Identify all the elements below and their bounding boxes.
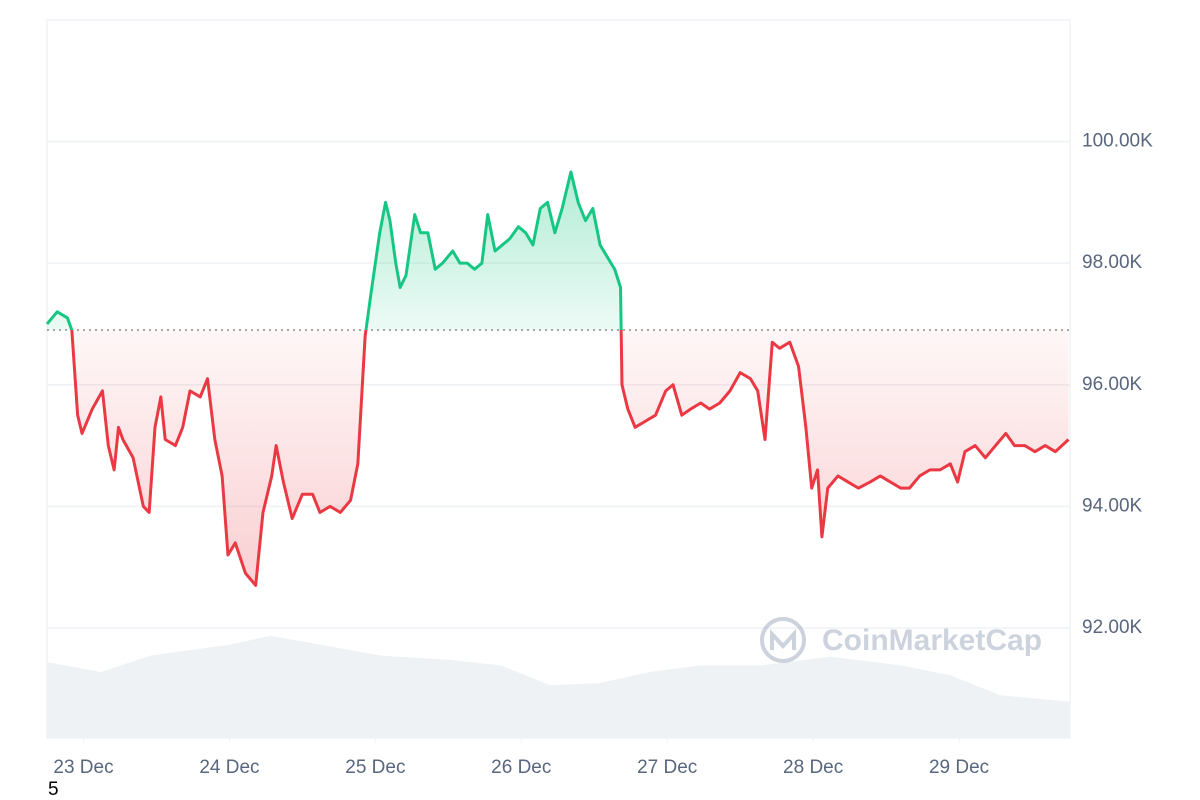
y-tick-label: 92.00K [1082,617,1143,638]
x-tick-label: 28 Dec [783,757,843,778]
price-area [47,171,1069,586]
watermark-text: CoinMarketCap [822,624,1042,657]
watermark-logo-m [770,628,796,650]
x-tick-label: 25 Dec [345,757,405,778]
x-tick-label: 29 Dec [929,757,989,778]
watermark-logo [760,617,806,663]
y-tick-label: 94.00K [1082,495,1143,516]
y-tick-label: 100.00K [1082,131,1153,152]
watermark: CoinMarketCap [760,617,1042,663]
x-tick-label: 27 Dec [637,757,697,778]
volume-area [47,635,1070,738]
price-line [45,170,1070,587]
y-tick-label: 98.00K [1082,252,1143,273]
x-tick-label: 24 Dec [199,757,259,778]
x-tick-label: 26 Dec [491,757,551,778]
footnote: 5 [48,779,59,800]
x-tick-label: 23 Dec [53,757,113,778]
y-tick-label: 96.00K [1082,374,1143,395]
